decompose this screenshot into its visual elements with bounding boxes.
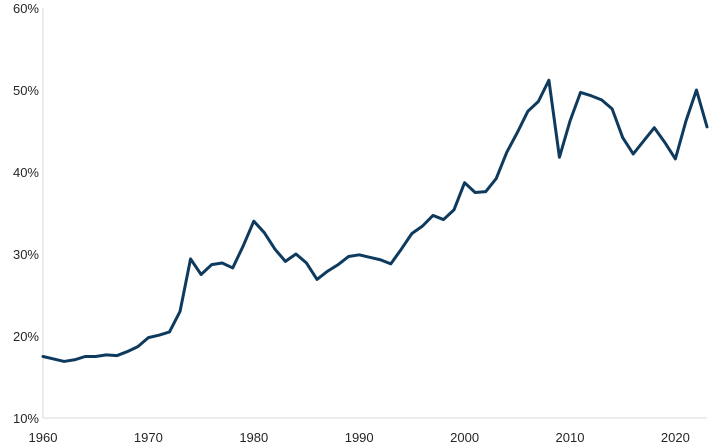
y-tick-label: 30%: [13, 247, 39, 262]
x-tick-label: 1980: [239, 430, 268, 445]
x-tick-label: 1960: [29, 430, 58, 445]
x-tick-label: 2020: [661, 430, 690, 445]
tick-labels: 10% 20% 30% 40% 50% 60% 1960 1970 1980 1990 2000 20…: [13, 1, 690, 445]
x-tick-label: 1970: [134, 430, 163, 445]
x-tick-label: 1990: [345, 430, 374, 445]
x-tick-label: 2000: [450, 430, 479, 445]
y-tick-label: 60%: [13, 1, 39, 16]
axes: [42, 8, 707, 419]
y-tick-label: 50%: [13, 83, 39, 98]
x-tick-label: 2010: [556, 430, 585, 445]
y-tick-label: 20%: [13, 329, 39, 344]
y-tick-label: 40%: [13, 165, 39, 180]
series-layer: [41, 78, 709, 363]
series-line: [41, 78, 709, 363]
y-tick-label: 10%: [13, 411, 39, 426]
